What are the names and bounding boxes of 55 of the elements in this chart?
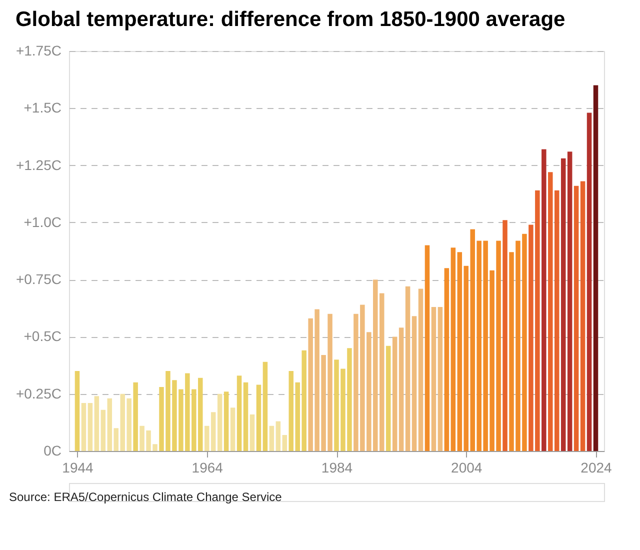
bar <box>107 398 112 451</box>
x-tick-label: 2024 <box>580 460 612 476</box>
bar <box>276 421 281 451</box>
y-tick-label: +1.5C <box>24 100 62 116</box>
bar <box>74 371 80 451</box>
bar <box>243 382 248 451</box>
bar <box>236 376 242 451</box>
bar <box>502 220 508 451</box>
bar <box>450 248 456 451</box>
bar <box>94 396 100 451</box>
y-tick-label: +1.0C <box>24 214 62 230</box>
bar <box>250 414 255 451</box>
bar <box>444 268 450 451</box>
bar <box>210 412 216 451</box>
bar <box>230 408 236 451</box>
bar <box>217 394 222 451</box>
bar <box>81 403 86 451</box>
bar <box>282 435 288 451</box>
source-note: Source: ERA5/Copernicus Climate Change Service <box>9 490 282 504</box>
x-tick-label: 1944 <box>62 460 94 476</box>
bar <box>256 384 262 451</box>
y-tick-label: +1.25C <box>16 156 62 173</box>
bar <box>392 336 398 451</box>
bar <box>204 426 210 451</box>
bar <box>398 328 404 451</box>
bar <box>424 245 430 451</box>
bar <box>542 149 546 451</box>
bar <box>262 362 268 451</box>
bar <box>567 152 572 451</box>
y-tick-label: 0C <box>44 442 62 458</box>
x-tick-label: 1964 <box>192 460 224 476</box>
bar <box>457 252 462 451</box>
bar <box>418 288 424 451</box>
x-tick-label: 1984 <box>321 460 353 476</box>
bar <box>386 346 391 451</box>
bar <box>412 316 417 451</box>
bar <box>224 392 229 451</box>
y-tick-label: +0.25C <box>16 385 62 402</box>
x-tick-label: 2004 <box>451 460 482 476</box>
y-tick-label: +1.75C <box>16 42 62 58</box>
bar <box>269 426 274 451</box>
bar <box>88 403 93 451</box>
bar <box>438 307 443 451</box>
bar <box>593 85 598 451</box>
bar <box>100 410 106 451</box>
y-tick-label: +0.75C <box>16 271 62 288</box>
y-tick-label: +0.5C <box>24 328 62 344</box>
bar <box>586 112 592 451</box>
bar <box>574 186 579 451</box>
bar <box>431 307 436 451</box>
bar <box>405 286 410 451</box>
chart-title: Global temperature: difference from 1850-1900 average <box>15 8 566 31</box>
bar <box>133 382 138 451</box>
bar <box>580 181 586 451</box>
bar <box>560 158 566 451</box>
